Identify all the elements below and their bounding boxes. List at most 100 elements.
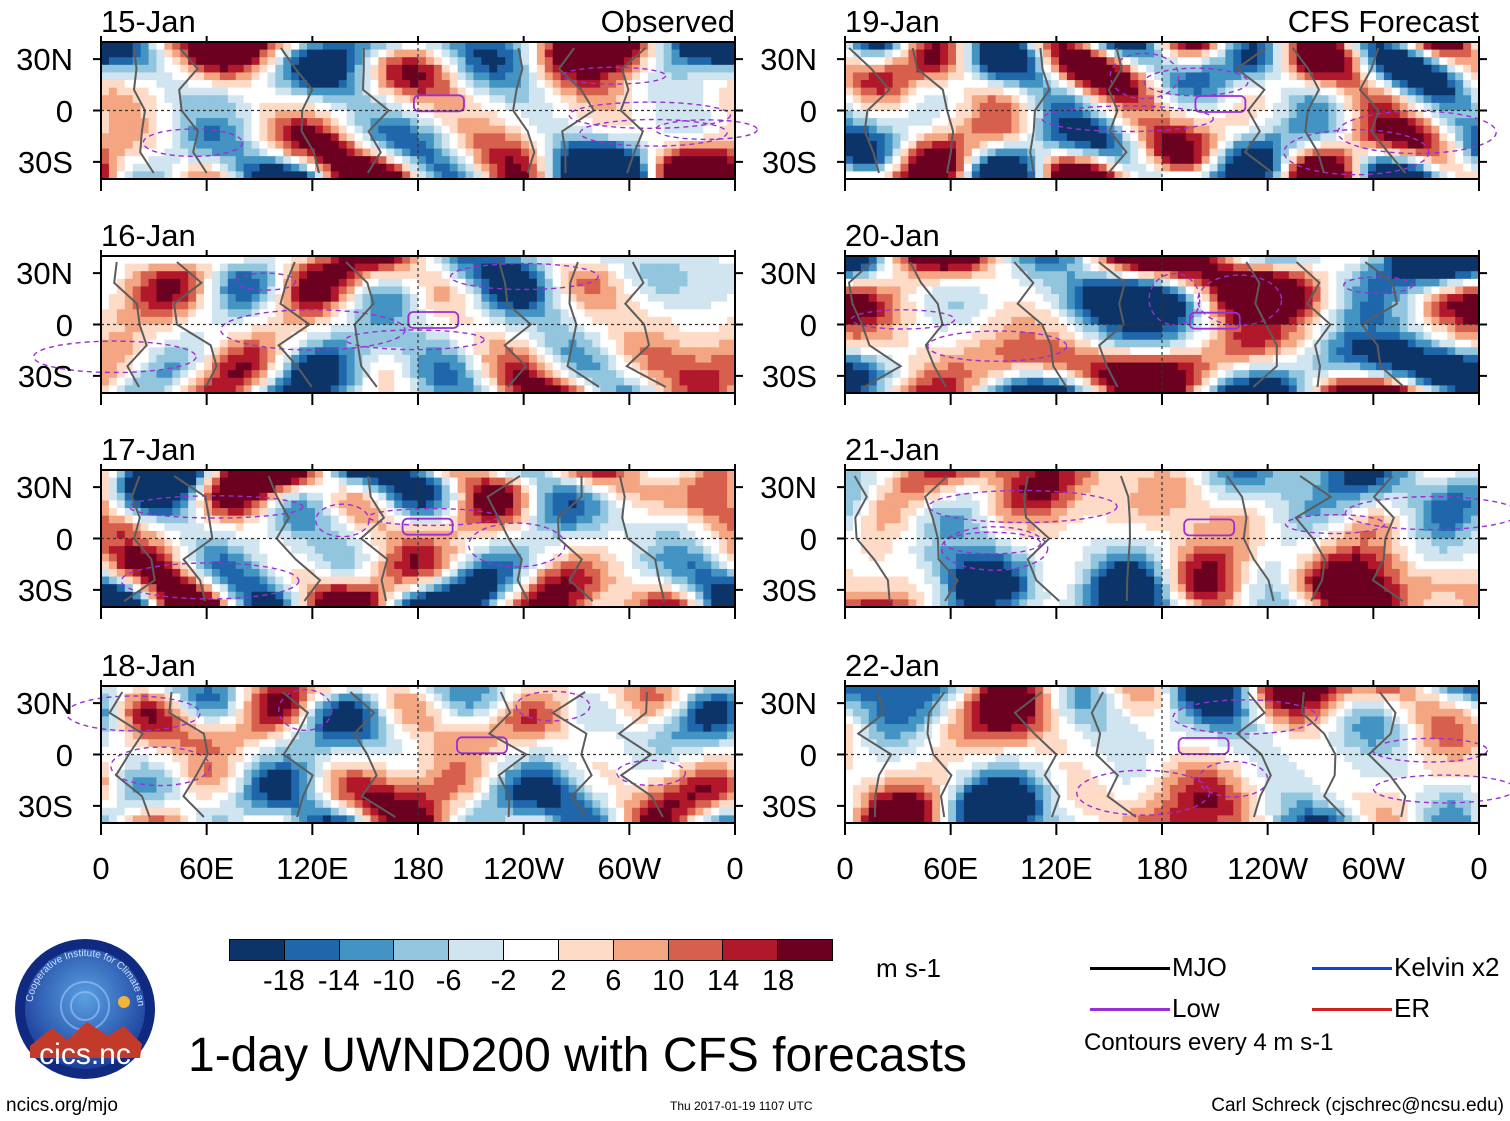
field-cell [338,731,348,740]
field-cell [449,118,459,127]
field-cell [235,347,245,356]
field-cell [243,377,253,386]
field-cell [204,362,213,371]
field-cell [655,339,665,348]
field-cell [433,80,443,89]
field-cell [679,731,689,740]
field-cell [671,332,681,341]
field-cell [711,49,720,58]
field-cell [465,568,475,578]
field-cell [275,171,284,180]
field-cell [101,316,110,326]
field-cell [695,576,704,585]
field-cell [568,263,578,272]
field-cell [568,102,578,112]
field-cell [402,57,411,66]
field-cell [584,370,593,379]
field-cell [616,584,625,593]
field-cell [251,309,261,318]
field-cell [354,148,364,157]
field-cell [330,256,340,265]
field-cell [291,163,300,172]
field-cell [727,57,736,66]
field-cell [513,731,522,740]
field-cell [425,561,435,570]
field-cell [354,477,364,486]
field-cell [592,591,601,600]
field-cell [219,716,229,725]
field-cell [679,332,689,341]
field-cell [370,102,379,112]
field-cell [489,286,498,295]
field-cell [624,118,633,127]
field-cell [267,385,276,394]
field-cell [663,309,673,318]
field-cell [188,477,197,486]
field-cell [243,80,253,89]
field-cell [536,110,546,119]
field-cell [600,599,609,608]
field-cell [560,271,570,280]
field-cell [631,95,641,104]
field-cell [204,523,213,532]
field-cell [441,701,451,710]
field-cell [592,576,601,585]
field-cell [671,49,681,58]
field-cell [521,515,530,524]
field-cell [425,148,435,157]
field-cell [449,485,459,494]
field-cell [307,171,316,180]
field-cell [275,477,284,486]
field-cell [536,686,546,695]
field-cell [386,294,395,303]
field-cell [235,385,245,394]
field-cell [267,731,276,740]
field-cell [386,568,395,578]
field-cell [505,163,514,172]
field-cell [560,377,570,386]
field-cell [552,553,562,562]
field-cell [544,332,554,341]
field-cell [164,347,173,356]
field-cell [283,500,292,509]
field-cell [647,339,657,348]
field-cell [457,362,467,371]
field-cell [505,294,514,303]
field-cell [101,110,110,119]
field-cell [101,731,110,740]
field-cell [711,87,720,96]
field-cell [211,64,221,74]
field-cell [687,57,696,66]
field-cell [235,377,245,386]
field-cell [116,49,126,58]
field-cell [291,576,300,585]
field-cell [536,42,546,51]
field-cell [481,294,490,303]
field-cell [600,385,609,394]
field-cell [425,110,435,119]
field-cell [402,316,411,326]
field-cell [275,686,284,695]
field-cell [196,57,205,66]
field-cell [528,515,538,524]
field-cell [188,163,197,172]
field-cell [568,485,578,494]
field-cell [536,508,546,517]
field-cell [243,686,253,695]
field-cell [513,286,522,295]
field-cell [497,568,506,578]
field-cell [108,102,118,112]
field-cell [124,72,134,81]
field-cell [679,546,689,555]
field-cell [378,148,387,157]
field-cell [624,485,633,494]
field-cell [148,591,158,600]
field-cell [457,171,467,180]
field-cell [473,485,482,494]
field-cell [196,553,205,562]
field-cell [473,347,482,356]
field-cell [473,716,482,725]
field-cell [394,724,403,733]
field-cell [211,324,221,333]
field-cell [354,553,364,562]
